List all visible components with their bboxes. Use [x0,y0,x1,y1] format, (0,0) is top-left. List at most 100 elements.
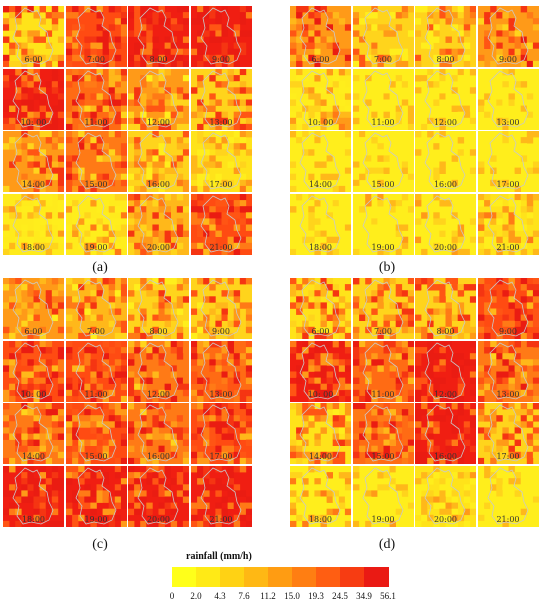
rainfall-cell [164,111,171,118]
rainfall-cell [433,143,440,150]
rainfall-cell [239,352,246,360]
rainfall-cell [389,92,396,100]
rainfall-cell [65,502,72,509]
rainfall-cell [483,199,490,206]
rainfall-cell [77,383,85,390]
rainfall-cell [352,248,359,255]
rainfall-cell [152,230,159,237]
rainfall-cell [508,185,515,192]
rainfall-cell [370,173,378,181]
rainfall-cell [102,427,109,434]
rainfall-cell [202,520,210,527]
rainfall-cell [457,149,465,156]
rainfall-cell [3,421,10,428]
rainfall-cell [463,489,471,497]
rainfall-cell [383,471,390,478]
rainfall-cell [344,105,351,112]
rainfall-cell [457,471,465,478]
rainfall-cell [164,421,171,428]
rainfall-cell [114,230,121,237]
rainfall-cell [495,358,503,366]
rainfall-cell [463,205,471,213]
rainfall-cell [433,18,440,25]
rainfall-cell [71,520,78,527]
rainfall-cell [152,421,159,428]
rainfall-cell [376,465,384,472]
rainfall-cell [427,433,434,440]
rainfall-cell [77,415,85,422]
rainfall-cell [439,36,446,43]
region-outline [487,467,528,524]
rainfall-cell [227,211,234,219]
rainfall-cell [170,451,178,459]
rainfall-grid [3,131,64,192]
rainfall-cell [427,143,434,150]
rainfall-grid [290,131,351,192]
rainfall-cell [302,224,309,231]
rainfall-cell [33,433,40,440]
rainfall-cell [57,477,64,485]
rainfall-cell [158,236,165,243]
rainfall-cell [532,320,539,328]
rainfall-cell [514,199,521,206]
rainfall-cell [433,502,440,509]
rainfall-cell [389,371,396,378]
rainfall-cell [71,302,78,309]
rainfall-cell [140,193,147,200]
rainfall-cell [152,445,159,453]
rainfall-cell [296,24,303,31]
rainfall-cell [239,199,246,206]
rainfall-cell [190,155,197,162]
rainfall-cell [77,284,85,291]
rainfall-grid [290,465,351,527]
rainfall-cell [146,242,153,249]
rainfall-cell [352,433,359,440]
region-outline [200,195,241,252]
rainfall-cell [51,173,59,181]
rainfall-cell [196,242,203,249]
rainfall-cell [308,314,315,321]
rainfall-cell [358,99,365,106]
rainfall-cell [140,302,147,309]
rainfall-cell [320,352,327,360]
rainfall-cell [140,99,147,106]
rainfall-cell [164,60,171,67]
rainfall-cell [407,364,414,372]
rainfall-cell [9,99,16,106]
rainfall-cell [308,409,315,416]
rainfall-cell [140,457,147,464]
rainfall-cell [296,74,303,81]
rainfall-cell [3,508,10,515]
rainfall-cell [140,358,147,366]
rainfall-cell [364,371,372,378]
rainfall-cell [176,242,184,249]
rainfall-cell [196,248,203,255]
rainfall-cell [370,54,378,62]
rainfall-cell [233,395,240,402]
rainfall-cell [77,92,85,100]
rainfall-map-tile: 19:00 [65,193,127,255]
rainfall-cell [415,123,422,130]
rainfall-cell [152,179,159,187]
rainfall-cell [520,284,527,291]
rainfall-cell [290,230,297,237]
rainfall-cell [33,427,40,434]
rainfall-cell [152,68,159,75]
rainfall-cell [27,302,34,309]
rainfall-cell [65,36,72,43]
rainfall-cell [134,6,141,13]
rainfall-cell [71,155,78,162]
rainfall-cell [308,205,315,213]
rainfall-cell [302,99,309,106]
rainfall-cell [370,296,378,303]
rainfall-cell [128,332,135,339]
rainfall-cell [164,496,171,503]
rainfall-cell [65,427,72,434]
rainfall-cell [483,24,490,31]
rainfall-cell [463,149,471,156]
rainfall-cell [501,403,509,410]
rainfall-cell [96,427,103,434]
rainfall-cell [302,30,309,37]
rainfall-cell [214,18,222,25]
rainfall-cell [9,502,16,509]
